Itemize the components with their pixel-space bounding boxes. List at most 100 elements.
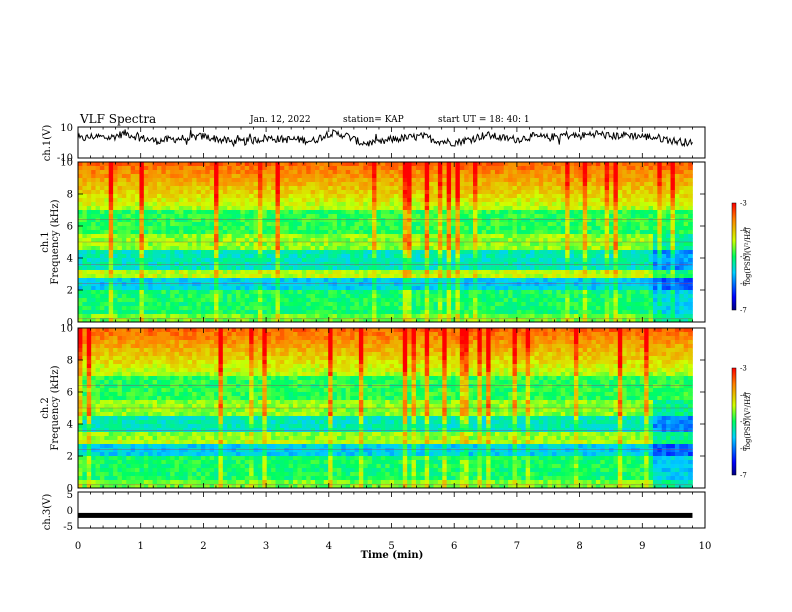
spec1-cell: [332, 298, 338, 303]
spec1-cell: [415, 234, 421, 239]
spec1-cell: [257, 170, 263, 175]
spec1-cell: [455, 294, 461, 299]
spec1-cell: [367, 274, 373, 279]
spec1-cell: [354, 182, 360, 187]
spec1-cell: [86, 298, 92, 303]
spec1-cell: [674, 278, 680, 283]
spec1-cell: [459, 234, 465, 239]
spec1-cell: [424, 162, 430, 167]
spec1-cell: [437, 214, 443, 219]
spec1-cell: [499, 194, 505, 199]
spec1-cell: [451, 218, 456, 223]
spec1-cell: [534, 290, 540, 295]
spec1-cell: [143, 178, 149, 183]
spec1-cell: [609, 234, 614, 239]
spec1-cell: [170, 282, 175, 287]
spec1-cell: [486, 278, 491, 283]
spec1-cell: [538, 294, 544, 299]
spec1-cell: [657, 294, 663, 299]
spec1-cell: [433, 178, 439, 183]
spec1-cell: [341, 202, 347, 207]
spec1-cell: [534, 190, 540, 195]
spec1-cell: [626, 278, 632, 283]
spec1-cell: [464, 190, 470, 195]
spec1-cell: [503, 182, 509, 187]
spec1-cell: [139, 174, 145, 179]
spec1-cell: [613, 202, 619, 207]
spec1-cell: [578, 266, 584, 271]
spec1-cell: [547, 218, 553, 223]
spec1-cell: [604, 282, 610, 287]
spec1-cell: [573, 258, 579, 263]
spec1-cell: [372, 282, 377, 287]
spec1-cell: [385, 294, 391, 299]
spec1-cell: [157, 226, 162, 231]
spec1-cell: [306, 186, 312, 191]
spec1-cell: [279, 206, 285, 211]
spec1-cell: [385, 222, 391, 227]
spec1-cell: [170, 202, 175, 207]
spec1-cell: [573, 278, 579, 283]
spec1-cell: [402, 202, 408, 207]
spec1-cell: [350, 198, 355, 203]
spec1-cell: [626, 274, 632, 279]
spec1-cell: [385, 286, 391, 291]
spec1-cell: [240, 230, 246, 235]
spec1-cell: [222, 194, 228, 199]
spec1-cell: [565, 214, 570, 219]
spec1-cell: [99, 298, 105, 303]
spec1-cell: [486, 266, 491, 271]
spec1-cell: [113, 178, 118, 183]
spec1-cell: [113, 246, 118, 251]
spec1-cell: [573, 286, 579, 291]
spec1-cell: [481, 226, 487, 231]
spec1-cell: [196, 274, 202, 279]
spec1-cell: [95, 178, 101, 183]
spec1-cell: [552, 222, 557, 227]
spec1-cell: [652, 218, 658, 223]
spec1-cell: [209, 234, 215, 239]
spec1-cell: [358, 266, 364, 271]
spec1-cell: [455, 234, 461, 239]
spec1-cell: [424, 198, 430, 203]
spec1-cell: [674, 234, 680, 239]
spec1-cell: [249, 282, 254, 287]
spec1-cell: [613, 254, 619, 259]
spec1-cell: [271, 222, 276, 227]
spec1-cell: [587, 214, 592, 219]
spec1-cell: [661, 234, 667, 239]
spec1-cell: [345, 278, 351, 283]
spec1-cell: [117, 278, 123, 283]
spec1-cell: [512, 214, 518, 219]
spec1-cell: [674, 162, 680, 167]
spec1-cell: [367, 234, 373, 239]
spec1-cell: [174, 234, 180, 239]
spec1-cell: [117, 270, 123, 275]
spec1-cell: [244, 242, 250, 247]
spec1-cell: [587, 254, 592, 259]
spec1-cell: [565, 178, 570, 183]
spec1-cell: [679, 222, 685, 227]
spec1-cell: [108, 278, 114, 283]
spec1-cell: [473, 254, 478, 259]
spec1-cell: [613, 234, 619, 239]
spec1-cell: [183, 266, 189, 271]
spec1-cell: [394, 242, 399, 247]
spec1-cell: [486, 250, 491, 255]
spec1-cell: [595, 202, 601, 207]
spec1-cell: [565, 162, 570, 167]
spec1-cell: [437, 226, 443, 231]
spec1-cell: [200, 222, 206, 227]
spec1-cell: [648, 294, 654, 299]
spec1-cell: [376, 290, 382, 295]
spec1-cell: [499, 234, 505, 239]
spec1-cell: [560, 206, 566, 211]
spec1-cell: [670, 286, 676, 291]
spec1-cell: [648, 250, 654, 255]
spec1-cell: [126, 222, 132, 227]
spec1-cell: [78, 162, 83, 167]
spec1-cell: [552, 166, 557, 171]
spec1-cell: [481, 274, 487, 279]
spec1-cell: [534, 198, 540, 203]
spec1-cell: [113, 254, 118, 259]
